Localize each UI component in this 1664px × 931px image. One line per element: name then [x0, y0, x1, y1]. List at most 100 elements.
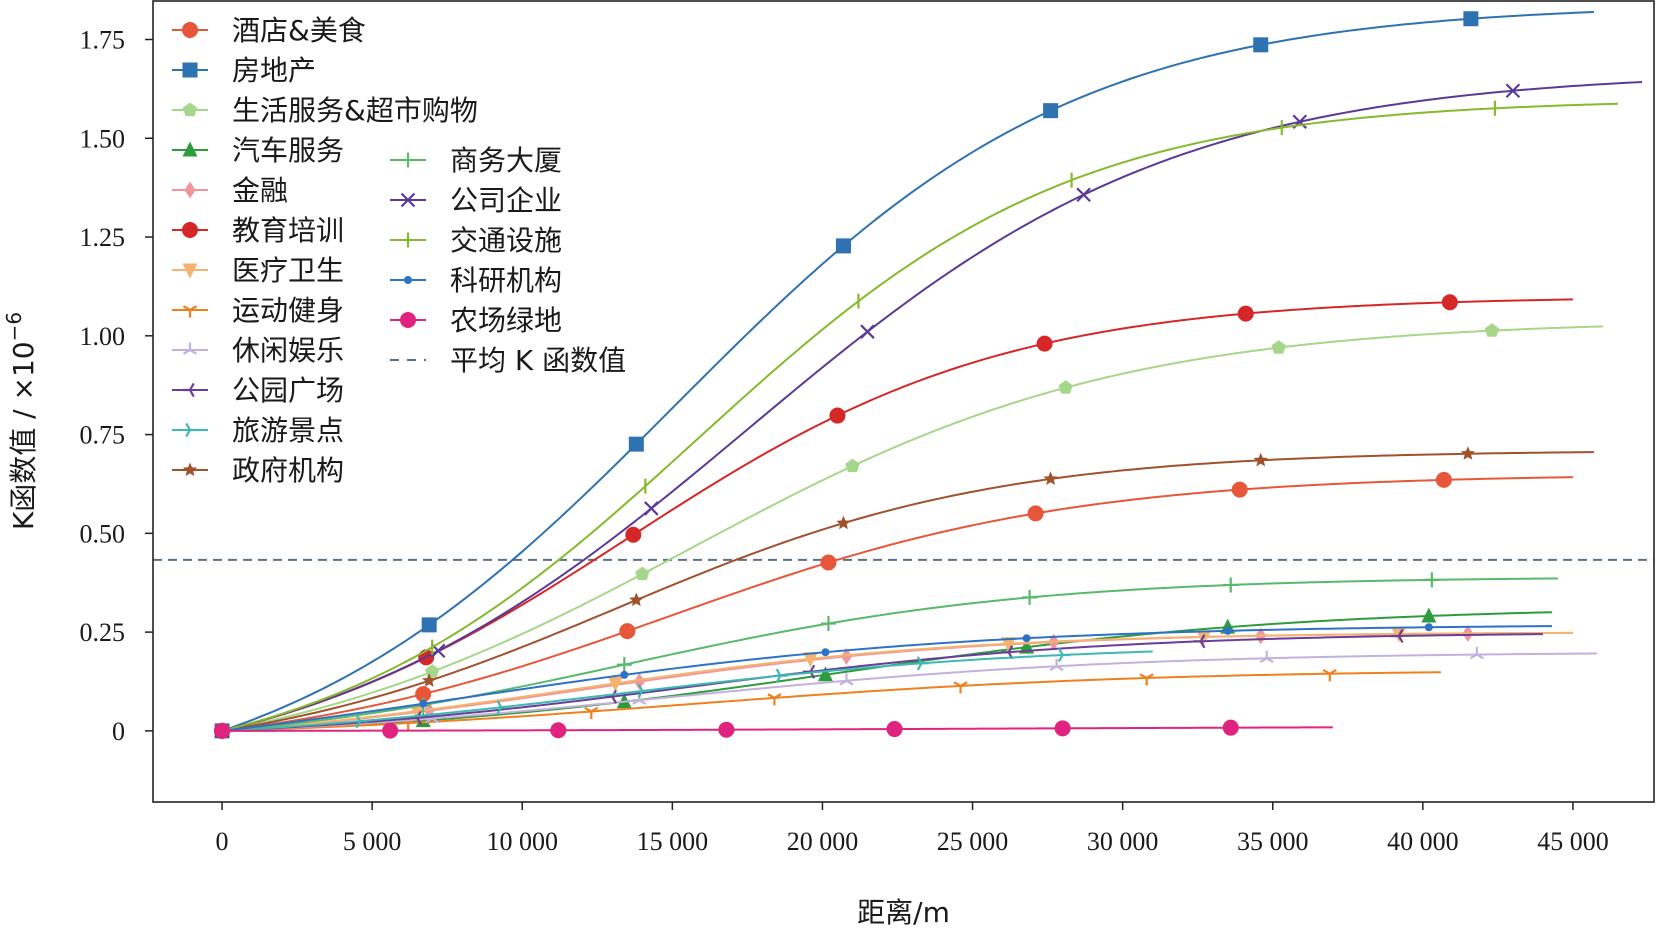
legend: 酒店&美食房地产生活服务&超市购物汽车服务金融教育培训医疗卫生运动健身休闲娱乐公…	[172, 14, 626, 487]
legend-label: 酒店&美食	[232, 14, 366, 47]
data-point	[840, 647, 852, 665]
series-line	[221, 11, 1595, 732]
series-line	[222, 671, 1441, 732]
y-tick-label: 1.75	[80, 26, 126, 55]
data-point	[1057, 647, 1071, 663]
legend-label: 汽车服务	[232, 134, 344, 167]
series-11	[217, 647, 1153, 738]
legend-entry: 生活服务&超市购物	[172, 94, 478, 127]
data-point	[1271, 340, 1286, 354]
data-point	[214, 722, 231, 739]
data-point	[1193, 634, 1206, 649]
legend-entry: 房地产	[172, 54, 316, 87]
y-tick-label: 1.25	[80, 223, 126, 252]
legend-marker	[182, 382, 195, 398]
legend-label: 公园广场	[232, 374, 344, 407]
legend-entry: 汽车服务	[172, 134, 344, 167]
legend-label: 科研机构	[450, 264, 562, 297]
plot-area	[153, 11, 1654, 740]
legend-entry: 金融	[172, 174, 288, 207]
data-point	[1424, 623, 1433, 632]
series-15	[220, 100, 1619, 739]
legend-label: 公司企业	[450, 184, 562, 217]
data-point	[644, 501, 659, 516]
data-point	[1022, 589, 1038, 605]
data-point	[419, 699, 428, 708]
data-point	[953, 681, 968, 694]
data-point	[1484, 323, 1500, 337]
series-line	[221, 81, 1643, 732]
legend-marker	[182, 102, 198, 117]
series-line	[221, 476, 1573, 732]
data-point	[616, 657, 632, 673]
legend-marker	[182, 222, 198, 238]
data-point	[1022, 634, 1031, 643]
y-axis-label: K函数值 / ×10−6	[2, 312, 40, 530]
y-axis-label-exponent: −6	[2, 312, 26, 341]
series-1	[214, 471, 1573, 739]
x-tick-label: 15 000	[637, 827, 709, 856]
data-point	[916, 656, 930, 671]
data-point	[409, 704, 425, 720]
x-axis-label: 距离/m	[857, 896, 950, 929]
data-point	[767, 693, 782, 706]
axes: 0 5 000 10 000 15 000 20 000 25 000 30 000 35 0…	[80, 0, 1655, 856]
data-point	[625, 526, 642, 543]
data-point	[1259, 650, 1274, 663]
x-tick-label: 30 000	[1087, 827, 1159, 856]
data-point	[1054, 720, 1071, 737]
data-point	[1223, 626, 1232, 635]
series-17	[214, 719, 1333, 739]
data-point	[775, 668, 788, 683]
data-point	[637, 683, 650, 699]
data-point	[821, 648, 830, 657]
legend-entry: 公司企业	[390, 184, 562, 217]
data-point	[802, 652, 818, 668]
data-point	[1460, 446, 1476, 460]
data-point	[1391, 628, 1404, 644]
legend-label: 政府机构	[232, 454, 344, 487]
series-line	[222, 652, 1597, 732]
data-point	[620, 670, 629, 679]
legend-marker	[182, 342, 198, 355]
data-point	[1058, 380, 1073, 394]
data-point	[425, 664, 440, 678]
legend-entry: 平均 K 函数值	[390, 344, 626, 377]
legend-label: 商务大厦	[450, 144, 562, 177]
data-point	[1505, 83, 1521, 99]
y-tick-label: 1.50	[80, 124, 126, 153]
data-point	[1049, 658, 1064, 671]
data-point	[1253, 452, 1268, 467]
series-line	[221, 325, 1604, 732]
data-point	[718, 721, 735, 738]
data-point	[829, 407, 846, 424]
legend-label: 农场绿地	[450, 304, 562, 337]
x-tick-label: 20 000	[787, 827, 859, 856]
y-tick-label: 0.25	[80, 618, 126, 647]
legend-label: 运动健身	[232, 294, 344, 327]
data-point	[839, 673, 854, 686]
data-point	[1253, 37, 1269, 53]
legend-marker	[400, 152, 416, 168]
x-tick-label: 35 000	[1237, 827, 1309, 856]
data-point	[422, 673, 437, 687]
data-point	[550, 722, 567, 739]
data-point	[886, 721, 903, 738]
data-point	[421, 617, 437, 633]
data-point	[382, 722, 399, 739]
data-point	[820, 616, 836, 632]
x-tick-label: 0	[216, 827, 229, 856]
data-point	[633, 673, 645, 691]
legend-entry: 旅游景点	[172, 414, 344, 447]
data-point	[1421, 607, 1437, 623]
data-point	[820, 554, 837, 571]
legend-marker	[182, 62, 198, 78]
legend-marker	[182, 141, 198, 157]
legend-label: 交通设施	[450, 224, 562, 257]
legend-label: 房地产	[232, 54, 316, 87]
data-point	[817, 666, 833, 682]
legend-entry: 酒店&美食	[172, 14, 366, 47]
series-6	[214, 294, 1573, 739]
data-point	[496, 700, 509, 715]
